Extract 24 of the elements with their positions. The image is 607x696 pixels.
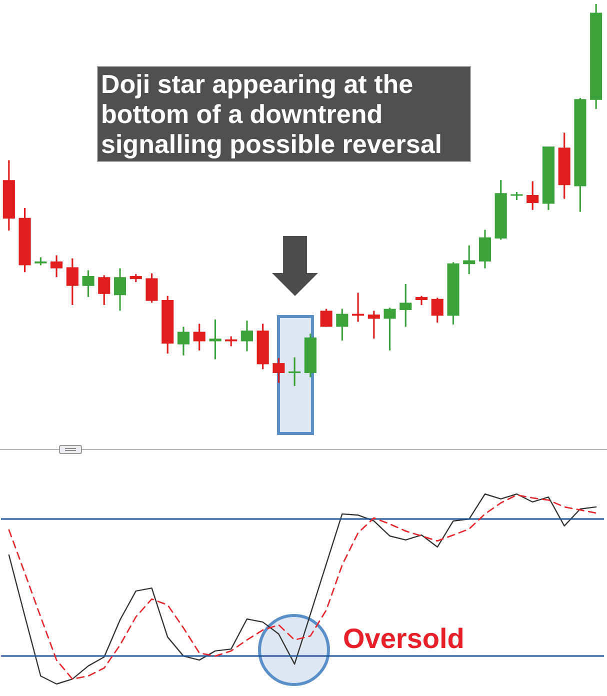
candlestick [288, 356, 301, 387]
candlestick [320, 308, 332, 328]
candlestick [240, 320, 253, 352]
candlestick [50, 254, 63, 278]
candlestick [66, 258, 78, 306]
candlestick [272, 357, 285, 384]
candlestick [114, 268, 126, 312]
candlestick [193, 322, 206, 352]
candlestick [209, 318, 222, 360]
candlestick [177, 326, 190, 356]
candlestick [526, 180, 539, 211]
candlestick [463, 244, 476, 275]
candlestick [384, 306, 396, 352]
annotation: Doji star appearing at the bottom of a downtrend signalling possible reversal [97, 66, 471, 162]
candlestick [146, 272, 158, 304]
candlestick [415, 295, 428, 306]
candlestick [82, 269, 94, 298]
candlestick [336, 308, 348, 342]
ref-line-label: Oversold [343, 623, 464, 654]
candlestick [431, 296, 444, 324]
candlestick [98, 274, 110, 306]
candlestick [400, 283, 412, 328]
candlestick [225, 336, 238, 348]
candlestick [368, 310, 380, 340]
